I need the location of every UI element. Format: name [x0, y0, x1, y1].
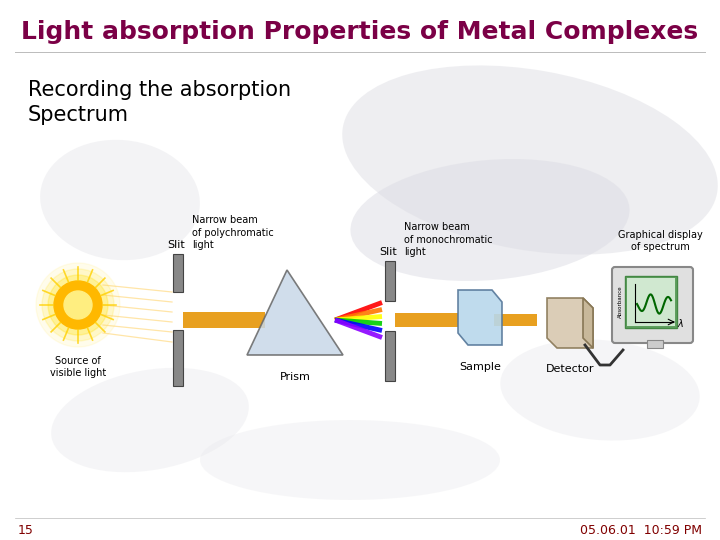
Text: Absorbance: Absorbance [618, 286, 623, 318]
Circle shape [36, 263, 120, 347]
Circle shape [48, 275, 108, 335]
Bar [173, 330, 183, 386]
Ellipse shape [40, 140, 200, 260]
Text: Slit: Slit [379, 247, 397, 257]
Bar [627, 278, 675, 326]
Bar [385, 331, 395, 381]
Bar [625, 276, 677, 328]
Text: 15: 15 [18, 523, 34, 537]
Bar [183, 312, 265, 328]
Text: Prism: Prism [279, 372, 310, 382]
Bar [395, 313, 458, 327]
FancyBboxPatch shape [612, 267, 693, 343]
Text: Sample: Sample [459, 362, 501, 372]
Polygon shape [247, 270, 343, 355]
Text: Light absorption Properties of Metal Complexes: Light absorption Properties of Metal Com… [22, 20, 698, 44]
Text: Narrow beam
of monochromatic
light: Narrow beam of monochromatic light [404, 222, 492, 257]
Bar [173, 254, 183, 292]
Bar [647, 340, 663, 348]
Text: Narrow beam
of polychromatic
light: Narrow beam of polychromatic light [192, 215, 274, 250]
Text: Detector: Detector [546, 364, 594, 374]
Text: Recording the absorption: Recording the absorption [28, 80, 291, 100]
Polygon shape [547, 298, 593, 348]
Circle shape [54, 281, 102, 329]
Text: Source of
visible light: Source of visible light [50, 356, 106, 379]
Text: λ: λ [677, 319, 683, 329]
Text: 05.06.01  10:59 PM: 05.06.01 10:59 PM [580, 523, 702, 537]
Ellipse shape [500, 340, 700, 441]
Circle shape [42, 269, 114, 341]
Ellipse shape [351, 159, 629, 281]
Ellipse shape [200, 420, 500, 500]
Bar [494, 314, 537, 326]
Ellipse shape [51, 368, 249, 472]
Text: Spectrum: Spectrum [28, 105, 129, 125]
Bar [385, 261, 395, 301]
Polygon shape [583, 298, 593, 348]
Circle shape [64, 291, 92, 319]
Text: Slit: Slit [167, 240, 185, 250]
Ellipse shape [342, 65, 718, 254]
Polygon shape [458, 290, 502, 345]
Text: Graphical display
of spectrum: Graphical display of spectrum [618, 230, 703, 252]
